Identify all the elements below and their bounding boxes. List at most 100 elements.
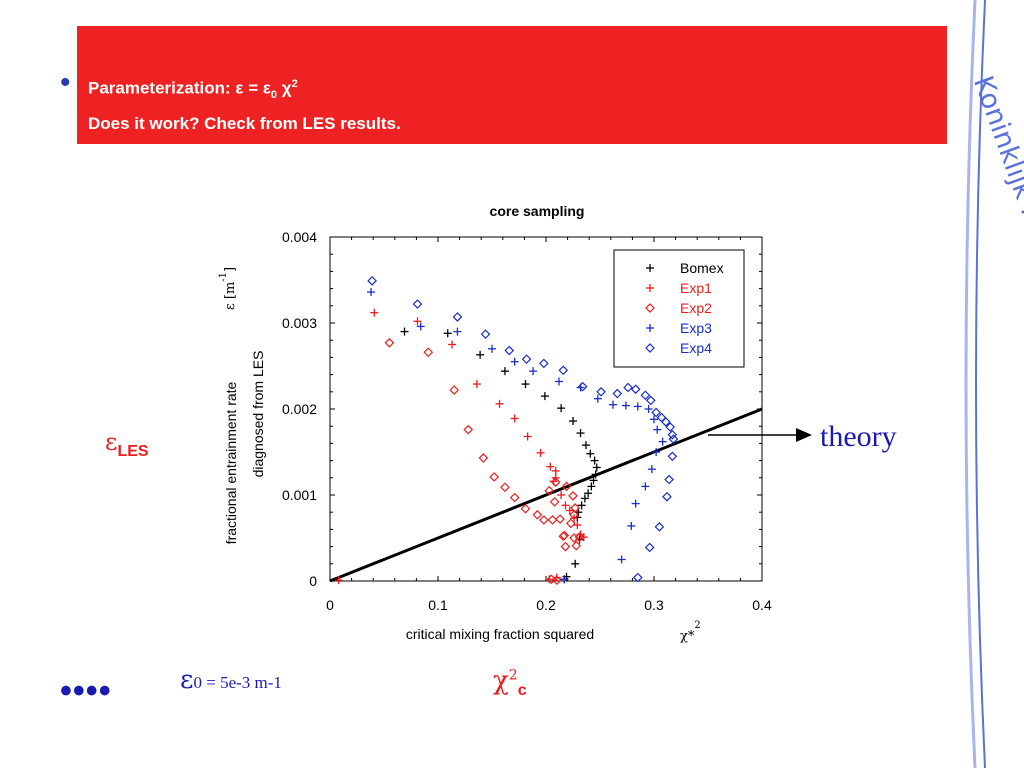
data-point-bomex	[592, 463, 601, 472]
data-point-exp1	[334, 576, 343, 585]
data-point-exp2	[569, 509, 579, 520]
data-point-exp3	[510, 357, 519, 366]
eps0-value-label: ε0 = 5e-3 m-1	[180, 665, 282, 695]
data-point-bomex	[584, 489, 593, 498]
data-point-exp2	[560, 541, 571, 552]
data-point-exp4	[664, 474, 674, 485]
data-point-exp4	[630, 384, 641, 395]
chart-title: core sampling	[490, 203, 585, 219]
data-point-exp2	[478, 453, 489, 463]
data-point-exp4	[656, 412, 667, 423]
data-point-bomex	[589, 476, 598, 485]
data-point-exp4	[612, 388, 623, 399]
data-point-bomex	[557, 404, 566, 413]
data-point-exp2	[571, 540, 582, 551]
header-label: Parameterization:	[88, 78, 236, 98]
eps-les-label: εLES	[105, 428, 149, 461]
theory-label: theory	[820, 420, 897, 453]
chi2c-label: χ2c	[493, 666, 527, 700]
data-point-exp1	[557, 491, 566, 499]
header-eq: =	[243, 78, 263, 98]
data-point-exp4	[645, 395, 656, 406]
data-point-exp3	[627, 521, 636, 530]
data-point-exp2	[565, 518, 576, 529]
x-axis-symbol: χ*2	[680, 620, 701, 644]
data-point-exp2	[423, 347, 434, 358]
data-point-bomex	[500, 367, 509, 376]
chi-sup: 2	[508, 667, 518, 684]
header-check-line: Does it work? Check from LES results.	[88, 114, 401, 133]
data-point-exp2	[489, 472, 500, 482]
data-point-exp3	[650, 415, 658, 424]
data-point-exp3	[621, 401, 630, 410]
data-point-exp4	[668, 434, 679, 444]
eps-les-sub: LES	[117, 442, 149, 460]
legend-label-exp4: Exp4	[680, 340, 712, 356]
data-point-exp2	[558, 531, 569, 542]
eps-les-symbol: ε	[105, 428, 118, 456]
data-point-exp4	[558, 365, 569, 376]
legend-label-exp3: Exp3	[680, 320, 712, 336]
y-tick-label: 0.003	[282, 315, 317, 331]
data-point-exp4	[367, 276, 377, 286]
header-chi-sup: 2	[291, 78, 298, 90]
data-point-exp1	[472, 380, 481, 389]
y-tick-label: 0.002	[282, 401, 317, 417]
data-point-exp3	[367, 288, 376, 297]
data-point-exp4	[480, 329, 491, 340]
data-point-exp3	[644, 405, 653, 413]
data-point-exp1	[546, 462, 555, 471]
data-point-exp4	[452, 312, 463, 322]
legend-label-bomex: Bomex	[680, 260, 724, 276]
data-point-exp1	[495, 399, 504, 408]
legend-marker-exp1	[646, 284, 654, 292]
data-point-exp2	[551, 575, 562, 585]
data-point-exp2	[568, 491, 578, 501]
data-point-exp3	[631, 499, 640, 508]
y-axis-label-line1: fractional entrainment rate	[223, 381, 239, 544]
data-point-exp3	[488, 344, 496, 353]
data-point-exp2	[547, 515, 558, 525]
data-point-exp3	[647, 465, 656, 474]
data-point-exp1	[448, 340, 457, 349]
data-point-exp3	[652, 448, 661, 456]
series-bomex	[400, 327, 601, 584]
chi-symbol: χ	[493, 666, 509, 696]
legend-label-exp1: Exp1	[680, 280, 712, 296]
data-point-exp3	[529, 367, 538, 376]
data-point-exp1	[561, 501, 570, 510]
header-band	[77, 26, 947, 144]
eps0-symbol: ε	[180, 665, 194, 695]
data-point-exp2	[463, 424, 474, 435]
legend-marker-exp2	[645, 303, 655, 313]
data-point-bomex	[540, 392, 549, 401]
data-point-bomex	[587, 482, 596, 491]
header-eps0-sub: 0	[270, 89, 278, 102]
data-point-bomex	[591, 470, 600, 479]
data-point-exp3	[641, 482, 650, 491]
data-point-exp1	[370, 308, 379, 317]
data-point-exp4	[623, 382, 633, 393]
data-point-exp4	[665, 422, 676, 432]
data-point-exp3	[593, 394, 602, 403]
data-point-exp4	[596, 386, 606, 397]
data-point-exp3	[560, 575, 569, 584]
data-point-exp3	[658, 437, 667, 446]
data-point-exp1	[536, 448, 545, 457]
data-point-bomex	[590, 456, 599, 465]
data-point-exp2	[538, 515, 549, 525]
data-point-bomex	[576, 429, 585, 438]
data-point-exp4	[667, 429, 678, 440]
chi-sub: c	[517, 682, 527, 700]
header-eps: ε	[235, 78, 244, 98]
y-tick-label: 0	[309, 573, 317, 589]
data-point-exp1	[551, 466, 560, 475]
data-point-bomex	[400, 327, 409, 336]
data-point-exp3	[633, 402, 642, 411]
legend-marker-bomex	[646, 264, 654, 272]
data-point-exp2	[561, 481, 572, 492]
header-chi: χ	[277, 78, 292, 98]
series-exp1	[334, 308, 588, 585]
continuation-dots: ••••	[60, 672, 112, 710]
